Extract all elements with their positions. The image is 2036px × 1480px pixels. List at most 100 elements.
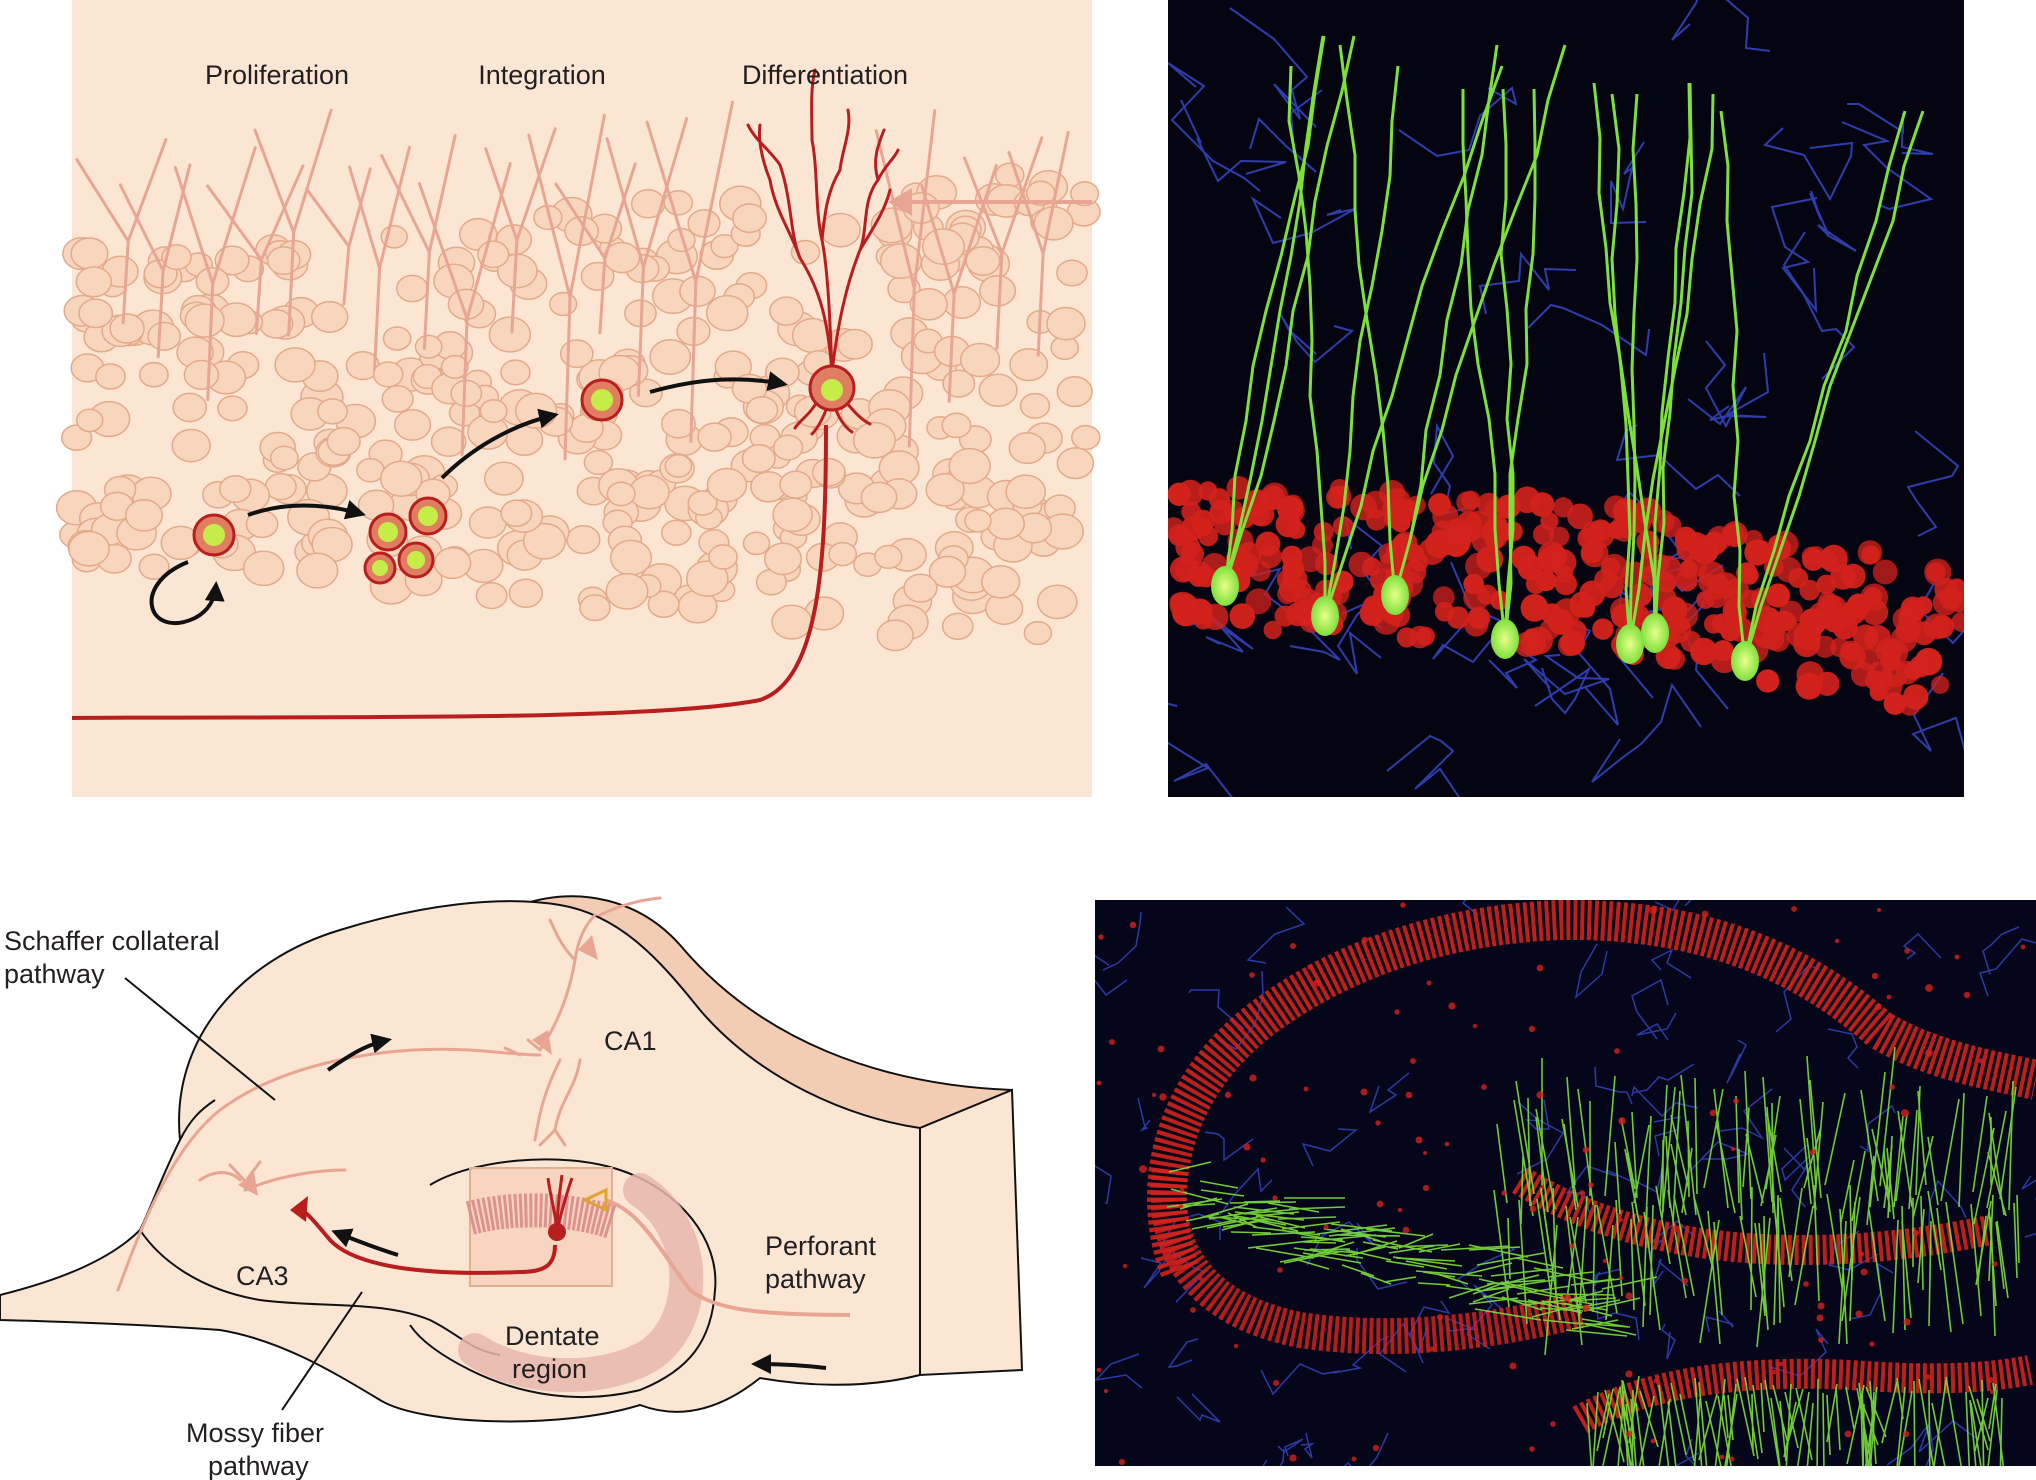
mossy-fiber-green	[1529, 1291, 1593, 1305]
red-dot	[1902, 1430, 1910, 1438]
green-dendrite	[1672, 1090, 1681, 1224]
red-dot	[1190, 1307, 1196, 1313]
granule-cell	[1019, 392, 1051, 419]
mossy-fiber-axon	[299, 1208, 557, 1275]
granule-cell	[579, 594, 611, 622]
granule-cell	[714, 350, 753, 383]
green-dendrite	[1840, 1159, 1855, 1223]
radial-process	[304, 167, 372, 306]
red-dot	[1437, 1314, 1443, 1320]
green-dendrite	[1928, 1389, 1931, 1466]
granule-cell-layer	[55, 162, 1101, 652]
green-dendrite	[1988, 1383, 1997, 1430]
schaffer-arrow	[326, 1033, 392, 1072]
red-nucleus	[1169, 591, 1197, 619]
red-nucleus	[1862, 599, 1889, 626]
green-dendrite	[1518, 1199, 1528, 1325]
green-dendrite	[1845, 1386, 1855, 1430]
blue-fiber	[1674, 1438, 1700, 1466]
red-dot	[1778, 1361, 1784, 1367]
green-dendrite	[1892, 1219, 1899, 1334]
red-dot	[1588, 1182, 1594, 1188]
glial-fiber	[1478, 251, 1577, 315]
granule-cell	[514, 392, 558, 429]
green-dendrite	[1866, 1155, 1875, 1226]
mossy-fiber-green	[1564, 1299, 1621, 1311]
green-dendrite	[1927, 1136, 1939, 1206]
scattered-red-nuclei	[1096, 902, 2026, 1466]
green-dendrite	[1719, 110, 1925, 662]
green-dendrite	[1658, 1398, 1671, 1466]
red-dot	[1323, 1224, 1329, 1230]
granule-cell	[925, 472, 965, 507]
red-nucleus	[1286, 520, 1306, 540]
glial-fiber	[1180, 99, 1287, 183]
green-soma	[1381, 575, 1409, 615]
mossy-fiber-green	[1584, 1323, 1637, 1336]
red-nucleus	[1912, 621, 1937, 646]
granule-cell	[981, 564, 1021, 599]
blue-fiber	[1827, 1028, 1859, 1069]
red-dot	[1582, 1146, 1590, 1154]
red-dot	[1307, 964, 1313, 970]
green-dendrite	[1705, 1400, 1722, 1466]
green-dendrite	[1869, 1395, 1877, 1466]
red-dot	[1289, 1454, 1297, 1462]
glial-fiber	[1249, 89, 1323, 173]
mossy-fiber-green	[1395, 1257, 1456, 1262]
blue-fiber	[1516, 1101, 1565, 1175]
panel-b-micrograph	[1168, 0, 1964, 797]
granule-cell	[710, 234, 739, 259]
granule-cell	[664, 453, 693, 478]
perforant-axon	[604, 1198, 851, 1317]
green-dendrite	[1735, 1095, 1740, 1204]
blue-fiber	[1594, 1066, 1633, 1105]
green-dendrite	[1694, 1377, 1703, 1466]
granule-cell	[450, 379, 483, 408]
upper-granule-band	[465, 1193, 618, 1239]
red-dot	[1625, 1430, 1633, 1438]
red-dot	[1625, 1292, 1633, 1300]
granule-cell	[979, 274, 1017, 307]
red-dot	[1360, 1088, 1368, 1096]
blue-fiber	[1188, 989, 1245, 1030]
green-dendrite	[1936, 1207, 1952, 1333]
panel-c-hippocampus-diagram: Schaffer collateral pathway CA1 CA3 Perf…	[0, 895, 1024, 1480]
mossy-fiber-green	[1548, 1271, 1594, 1278]
granule-cell	[266, 246, 301, 276]
granule-cell	[959, 342, 1001, 378]
red-nucleus	[1765, 583, 1791, 608]
glial-fiber	[1534, 666, 1592, 715]
red-nucleus	[1168, 524, 1191, 547]
granule-cell	[667, 227, 696, 253]
dentate-lower-blade	[1572, 1355, 2033, 1434]
radial-process	[75, 138, 168, 325]
blue-fiber	[1095, 1353, 1143, 1389]
granule-cell	[978, 373, 1018, 407]
mossy-fiber-green	[1230, 1231, 1272, 1234]
mossy-fiber-green	[1565, 1329, 1628, 1337]
green-soma	[1641, 613, 1669, 653]
red-dot	[1405, 1091, 1413, 1099]
red-nucleus	[1418, 537, 1446, 566]
green-dendrite	[1687, 1120, 1690, 1198]
mossy-fiber-green	[1281, 1221, 1341, 1230]
granule-cell	[605, 572, 649, 610]
granule-cell	[964, 508, 992, 533]
mossy-fiber-green	[1466, 1262, 1513, 1275]
red-dot	[1376, 1200, 1384, 1208]
red-dot	[1709, 1109, 1717, 1117]
proliferation-arrow	[247, 500, 366, 520]
granule-cell	[479, 398, 508, 424]
red-dot	[1602, 1258, 1608, 1264]
mossy-fiber-green	[1365, 1228, 1426, 1237]
granule-cell	[828, 541, 858, 567]
mossy-fiber-green	[1479, 1286, 1515, 1292]
green-dendrite	[1826, 1193, 1843, 1288]
red-nucleus	[1395, 545, 1420, 570]
red-nucleus	[1209, 500, 1234, 525]
granule-cell	[706, 467, 748, 503]
granule-cell	[1005, 474, 1047, 510]
red-nucleus	[1332, 516, 1354, 537]
red-nucleus	[1799, 623, 1818, 642]
